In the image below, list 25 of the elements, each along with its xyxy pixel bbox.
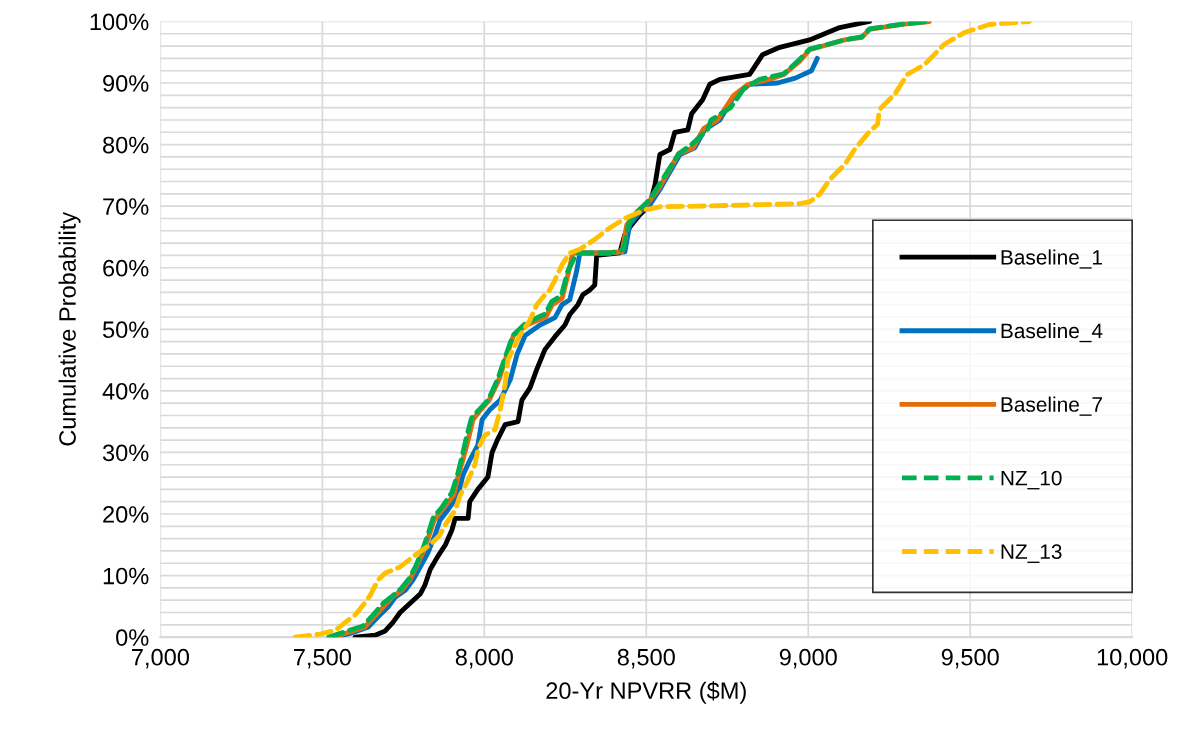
y-tick-label: 40% (102, 382, 149, 400)
y-tick-label: 80% (103, 136, 149, 154)
legend-label: NZ_13 (1001, 544, 1062, 563)
x-tick-label: 8,000 (455, 648, 513, 669)
x-tick-label: 7,500 (294, 648, 351, 669)
y-tick-label: 100% (90, 13, 149, 31)
x-tick-label: 7,000 (132, 648, 189, 669)
y-tick-label: 0% (116, 629, 149, 646)
legend-label: Baseline_4 (1001, 322, 1103, 343)
x-axis-title: 20-Yr NPVRR ($M) (546, 681, 746, 704)
y-tick-label: 50% (102, 321, 149, 339)
y-tick-label: 10% (103, 567, 149, 585)
legend-label: Baseline_1 (1001, 249, 1102, 269)
y-tick-label: 30% (102, 444, 149, 462)
legend-label: NZ_10 (1001, 470, 1062, 490)
legend-label: Baseline_7 (1001, 396, 1102, 416)
x-tick-label: 8,500 (617, 648, 675, 669)
x-tick-label: 10,000 (1097, 648, 1168, 669)
y-tick-label: 60% (103, 259, 149, 277)
x-tick-label: 9,000 (779, 648, 837, 669)
y-axis-title: Cumulative Probability (58, 211, 81, 446)
y-tick-label: 90% (103, 75, 149, 92)
x-tick-label: 9,500 (941, 648, 999, 669)
y-tick-label: 20% (103, 506, 149, 523)
y-tick-label: 70% (103, 198, 149, 215)
